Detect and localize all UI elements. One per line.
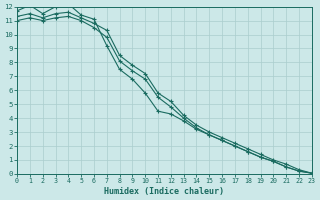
X-axis label: Humidex (Indice chaleur): Humidex (Indice chaleur) — [104, 187, 224, 196]
